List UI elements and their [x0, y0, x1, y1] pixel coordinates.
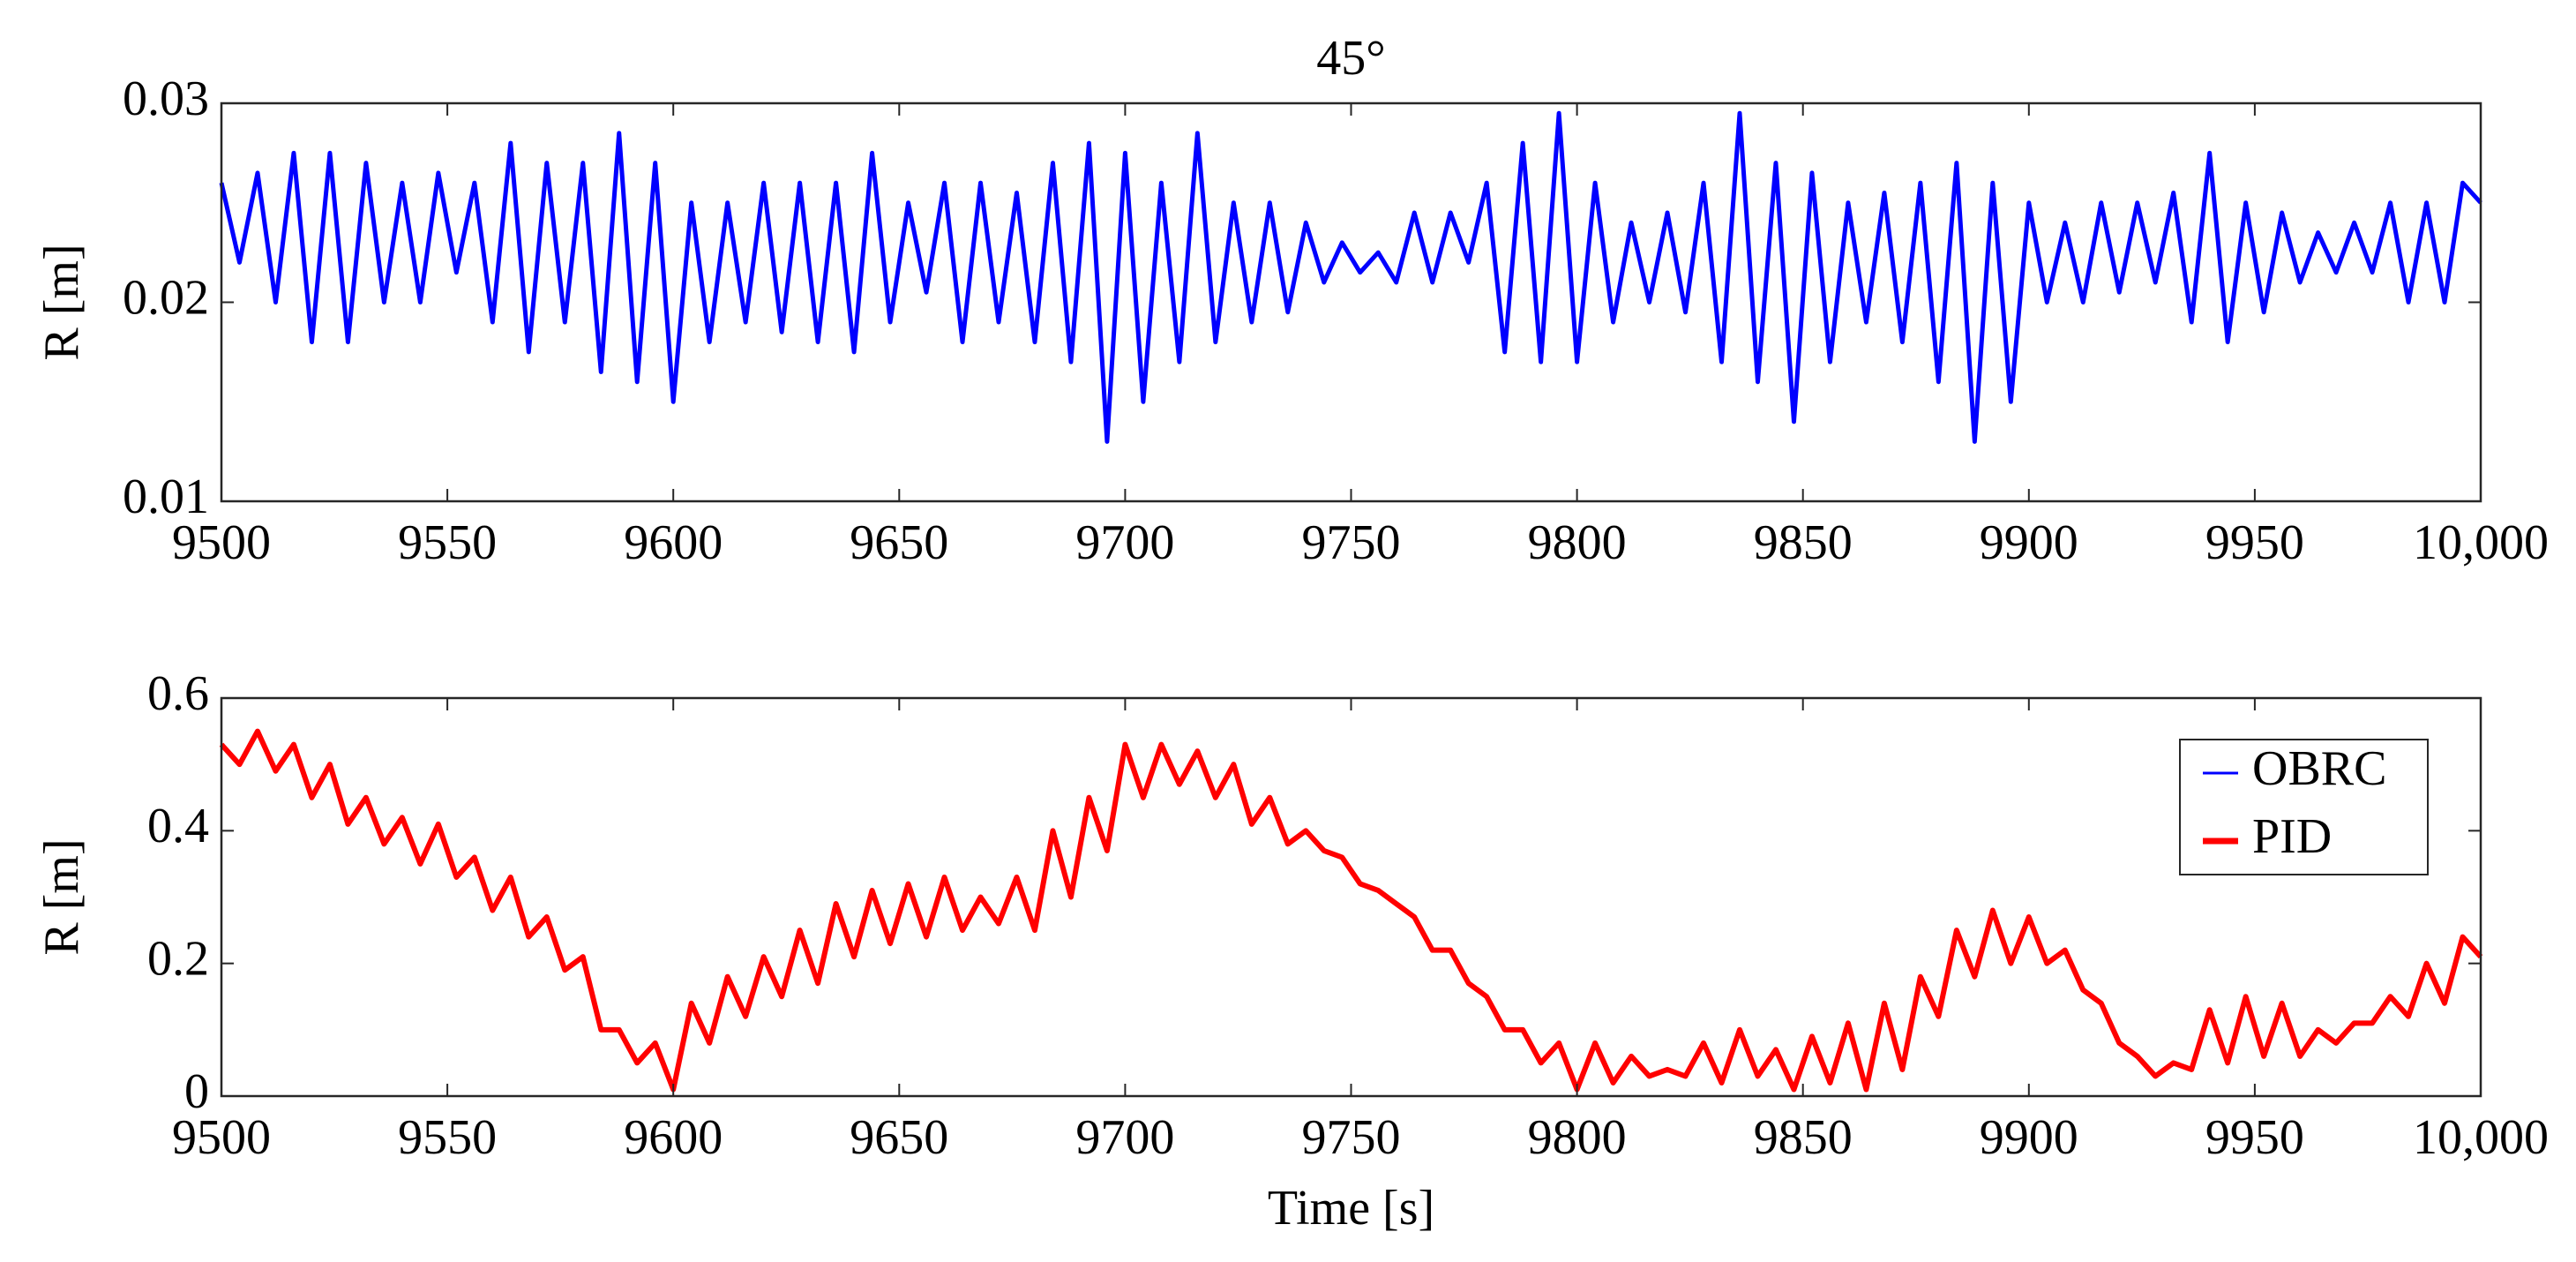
y-axis-label: R [m] — [34, 244, 89, 360]
x-tick-label: 9500 — [172, 1110, 271, 1165]
x-tick-label: 9700 — [1075, 515, 1174, 570]
x-tick-label: 9500 — [172, 515, 271, 570]
legend-box — [2179, 739, 2429, 875]
x-tick-label: 9900 — [1980, 1110, 2078, 1165]
axes-box — [220, 696, 2482, 1098]
x-tick-label: 9800 — [1528, 515, 1627, 570]
plot-area — [221, 698, 2481, 1096]
x-tick-label: 9600 — [624, 1110, 723, 1165]
x-tick-label: 9750 — [1302, 515, 1401, 570]
x-tick-label: 9850 — [1754, 515, 1853, 570]
x-tick-label: 9950 — [2205, 1110, 2304, 1165]
x-axis-label: Time [s] — [1268, 1181, 1434, 1236]
x-tick-label: 9650 — [850, 515, 948, 570]
x-tick-label: 9550 — [398, 1110, 497, 1165]
x-tick-label: 9950 — [2205, 515, 2304, 570]
x-tick-label: 9700 — [1075, 1110, 1174, 1165]
x-tick-label: 10,000 — [2413, 1110, 2549, 1165]
x-tick-label: 9850 — [1754, 1110, 1853, 1165]
y-tick-label: 0 — [184, 1064, 209, 1119]
plot-area — [221, 103, 2481, 501]
x-tick-label: 9600 — [624, 515, 723, 570]
x-tick-label: 9900 — [1980, 515, 2078, 570]
chart-title: 45° — [1316, 31, 1385, 86]
x-tick-label: 9650 — [850, 1110, 948, 1165]
data-line — [219, 110, 2482, 444]
y-tick-label: 0.6 — [147, 666, 209, 721]
x-tick-label: 9750 — [1302, 1110, 1401, 1165]
x-tick-label: 10,000 — [2413, 515, 2549, 570]
x-tick-label: 9800 — [1528, 1110, 1627, 1165]
y-axis-label: R [m] — [34, 838, 89, 955]
legend-label: OBRC — [2252, 741, 2387, 796]
axes-box — [220, 101, 2482, 503]
y-tick-label: 0.01 — [123, 469, 209, 524]
y-tick-label: 0.2 — [147, 932, 209, 987]
y-tick-label: 0.03 — [123, 71, 209, 126]
y-tick-label: 0.4 — [147, 799, 209, 853]
x-tick-label: 9550 — [398, 515, 497, 570]
data-line — [219, 728, 2483, 1093]
y-tick-label: 0.02 — [123, 270, 209, 325]
legend-label: PID — [2252, 809, 2332, 864]
